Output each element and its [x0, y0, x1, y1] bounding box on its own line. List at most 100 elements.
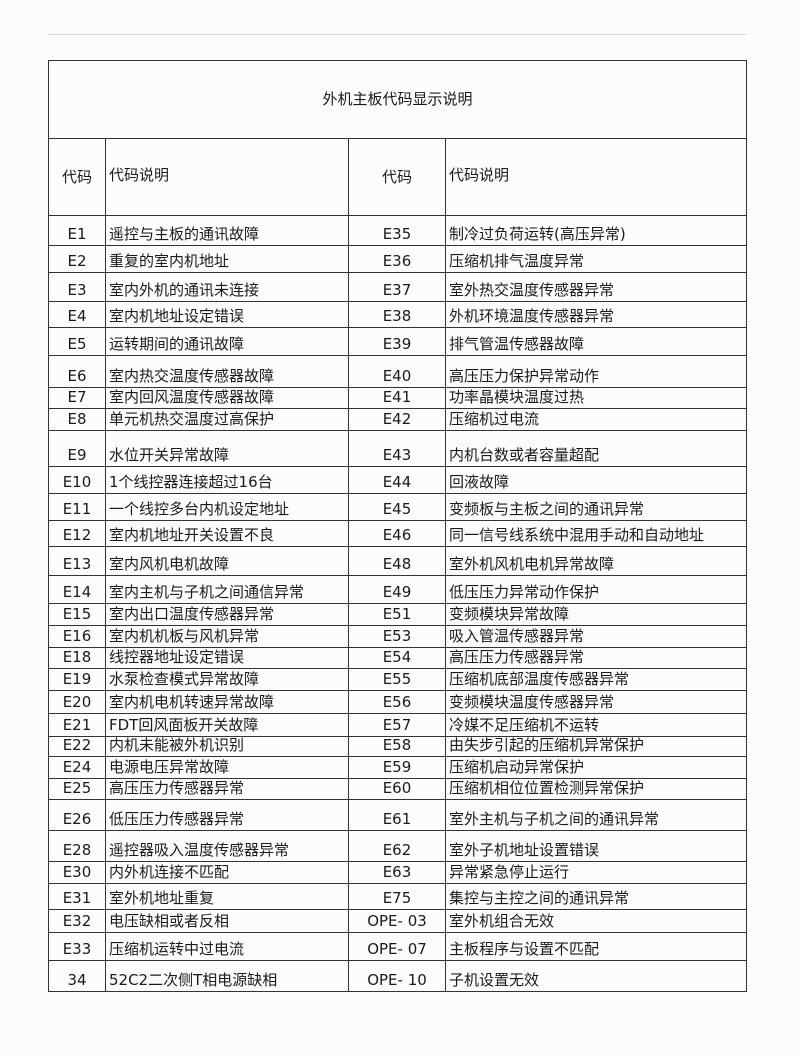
error-code: E53 — [348, 625, 446, 648]
error-code: E46 — [348, 520, 446, 547]
error-code: E63 — [348, 861, 446, 884]
table-row: E4 室内机地址设定错误 E38 外机环境温度传感器异常 — [48, 301, 748, 328]
error-code: E44 — [348, 466, 446, 494]
error-description: 线控器地址设定错误 — [105, 647, 349, 669]
error-code: E45 — [348, 493, 446, 521]
error-description: 电压缺相或者反相 — [105, 909, 349, 933]
error-code: E20 — [48, 690, 106, 714]
table-row: E13 室内风机电机故障 E48 室外机风机电机异常故障 — [48, 546, 748, 576]
error-description: 变频模块温度传感器异常 — [444, 690, 748, 714]
error-code: E40 — [348, 355, 446, 388]
error-code: E28 — [48, 830, 106, 862]
error-description: 室外机风机电机异常故障 — [444, 546, 748, 576]
error-description: 内外机连接不匹配 — [105, 861, 349, 884]
error-code: E13 — [48, 546, 106, 576]
error-code: E12 — [48, 520, 106, 547]
error-code: E9 — [48, 430, 106, 467]
table-row: E7 室内回风温度传感器故障 E41 功率晶模块温度过热 — [48, 387, 748, 409]
table-row: E2 重复的室内机地址 E36 压缩机排气温度异常 — [48, 245, 748, 273]
table-row: E21 FDT回风面板开关故障 E57 冷媒不足压缩机不运转 — [48, 713, 748, 737]
error-description: 集控与主控之间的通讯异常 — [444, 883, 748, 910]
table-row: E24 电源电压异常故障 E59 压缩机启动异常保护 — [48, 756, 748, 779]
error-description: 室内机机板与风机异常 — [105, 625, 349, 648]
error-description: 回液故障 — [444, 466, 748, 494]
error-code: E21 — [48, 713, 106, 737]
error-code-table: 外机主板代码显示说明 代码 代码说明 代码 代码说明 E1 遥控与主板的通讯故障 E… — [47, 60, 748, 992]
header-description: 代码说明 — [105, 138, 349, 216]
error-description: 高压压力保护异常动作 — [444, 355, 748, 388]
error-description: 一个线控多台内机设定地址 — [105, 493, 349, 521]
error-code: E48 — [348, 546, 446, 576]
error-description: 室内机电机转速异常故障 — [105, 690, 349, 714]
table-row: E18 线控器地址设定错误 E54 高压压力传感器异常 — [48, 647, 748, 669]
error-description: 压缩机相位位置检测异常保护 — [444, 778, 748, 800]
table-row: E9 水位开关异常故障 E43 内机台数或者容量超配 — [48, 430, 748, 467]
error-code: E55 — [348, 668, 446, 691]
table-row: E25 高压压力传感器异常 E60 压缩机相位位置检测异常保护 — [48, 778, 748, 800]
error-description: 水泵检查模式异常故障 — [105, 668, 349, 691]
error-code: E56 — [348, 690, 446, 714]
error-code: E33 — [48, 932, 106, 961]
table-title-row: 外机主板代码显示说明 — [47, 60, 748, 139]
error-code: E24 — [48, 756, 106, 779]
error-code: E58 — [348, 736, 446, 757]
error-code: OPE- 03 — [348, 909, 446, 933]
error-description: 遥控器吸入温度传感器异常 — [105, 830, 349, 862]
error-description: 室内热交温度传感器故障 — [105, 355, 349, 388]
error-description: 电源电压异常故障 — [105, 756, 349, 779]
error-description: 压缩机启动异常保护 — [444, 756, 748, 779]
table-row: E28 遥控器吸入温度传感器异常 E62 室外子机地址设置错误 — [48, 830, 748, 862]
error-description: 异常紧急停止运行 — [444, 861, 748, 884]
table-row: E19 水泵检查模式异常故障 E55 压缩机底部温度传感器异常 — [48, 668, 748, 691]
table-row: E14 室内主机与子机之间通信异常 E49 低压压力异常动作保护 — [48, 575, 748, 604]
table-row: 34 52C2二次侧T相电源缺相 OPE- 10 子机设置无效 — [48, 960, 748, 992]
error-description: 室内主机与子机之间通信异常 — [105, 575, 349, 604]
error-code: E42 — [348, 408, 446, 431]
error-description: 主板程序与设置不匹配 — [444, 932, 748, 961]
error-description: 室外机地址重复 — [105, 883, 349, 910]
error-code: E62 — [348, 830, 446, 862]
error-description: 功率晶模块温度过热 — [444, 387, 748, 409]
error-description: 室外主机与子机之间的通讯异常 — [444, 799, 748, 831]
error-description: 室内机地址设定错误 — [105, 301, 349, 328]
error-code: E8 — [48, 408, 106, 431]
error-code: E35 — [348, 215, 446, 246]
table-row: E16 室内机机板与风机异常 E53 吸入管温传感器异常 — [48, 625, 748, 648]
table-row: E8 单元机热交温度过高保护 E42 压缩机过电流 — [48, 408, 748, 431]
error-description: 运转期间的通讯故障 — [105, 327, 349, 356]
table-row: E11 一个线控多台内机设定地址 E45 变频板与主板之间的通讯异常 — [48, 493, 748, 521]
error-description: 高压压力传感器异常 — [105, 778, 349, 800]
error-code: OPE- 10 — [348, 960, 446, 992]
error-description: 由失步引起的压缩机异常保护 — [444, 736, 748, 757]
error-description: 单元机热交温度过高保护 — [105, 408, 349, 431]
table-row: E20 室内机电机转速异常故障 E56 变频模块温度传感器异常 — [48, 690, 748, 714]
error-description: 室内机地址开关设置不良 — [105, 520, 349, 547]
error-description: 外机环境温度传感器异常 — [444, 301, 748, 328]
error-code: E26 — [48, 799, 106, 831]
error-code: E38 — [348, 301, 446, 328]
table-row: E15 室内出口温度传感器异常 E51 变频模块异常故障 — [48, 603, 748, 626]
error-code: E39 — [348, 327, 446, 356]
error-code: E22 — [48, 736, 106, 757]
error-description: 52C2二次侧T相电源缺相 — [105, 960, 349, 992]
error-description: 子机设置无效 — [444, 960, 748, 992]
error-description: 室外子机地址设置错误 — [444, 830, 748, 862]
error-code: E59 — [348, 756, 446, 779]
error-code: E75 — [348, 883, 446, 910]
table-row: E1 遥控与主板的通讯故障 E35 制冷过负荷运转(高压异常) — [48, 215, 748, 246]
error-description: 高压压力传感器异常 — [444, 647, 748, 669]
error-code: E32 — [48, 909, 106, 933]
error-description: 室内回风温度传感器故障 — [105, 387, 349, 409]
error-code: E61 — [348, 799, 446, 831]
table-title: 外机主板代码显示说明 — [47, 60, 748, 139]
error-code: E4 — [48, 301, 106, 328]
header-code: 代码 — [48, 138, 106, 216]
error-code: E51 — [348, 603, 446, 626]
error-description: 排气管温传感器故障 — [444, 327, 748, 356]
table-row: E33 压缩机运转中过电流 OPE- 07 主板程序与设置不匹配 — [48, 932, 748, 961]
error-description: 室外机组合无效 — [444, 909, 748, 933]
error-code: E25 — [48, 778, 106, 800]
table-row: E6 室内热交温度传感器故障 E40 高压压力保护异常动作 — [48, 355, 748, 388]
error-code: E5 — [48, 327, 106, 356]
error-description: 低压压力传感器异常 — [105, 799, 349, 831]
